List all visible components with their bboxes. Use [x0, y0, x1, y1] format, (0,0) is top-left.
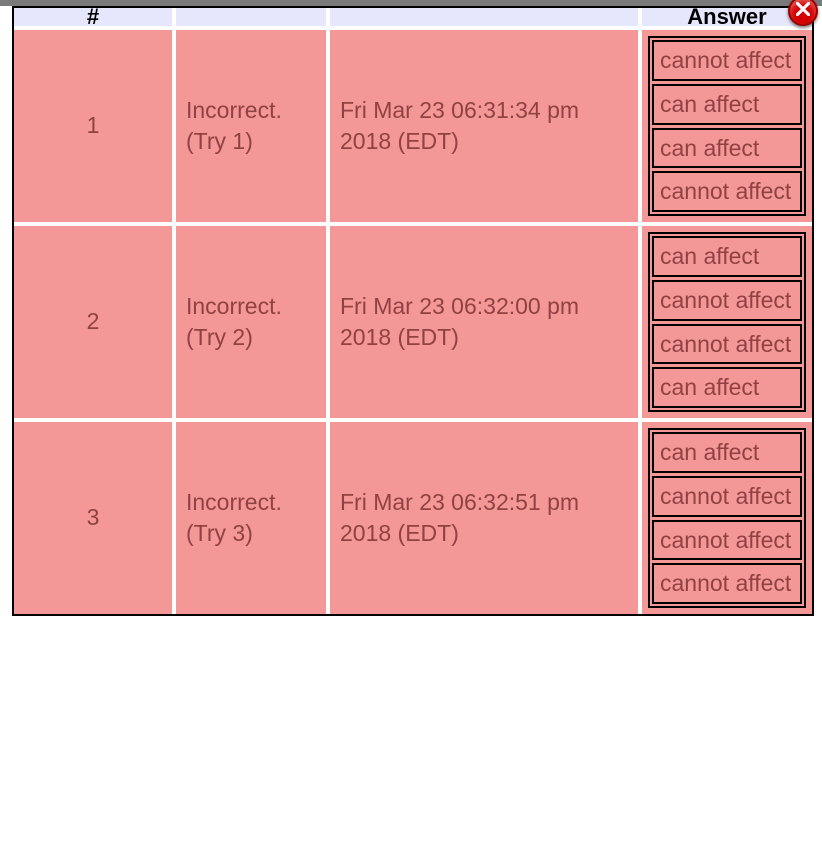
answer-item: can affect: [652, 84, 802, 125]
cell-answer: cannot affect can affect can affect cann…: [642, 30, 812, 222]
answer-item: can affect: [652, 432, 802, 473]
answer-item: can affect: [652, 367, 802, 408]
header-num: #: [14, 8, 176, 26]
table-row: 1 Incorrect. (Try 1) Fri Mar 23 06:31:34…: [14, 30, 812, 226]
answer-item: cannot affect: [652, 476, 802, 517]
answer-item: cannot affect: [652, 563, 802, 604]
answer-item: cannot affect: [652, 520, 802, 561]
cell-status: Incorrect. (Try 2): [176, 226, 330, 418]
answer-item: cannot affect: [652, 171, 802, 212]
cell-answer: can affect cannot affect cannot affect c…: [642, 226, 812, 418]
cell-status: Incorrect. (Try 3): [176, 422, 330, 614]
answer-item: can affect: [652, 128, 802, 169]
answer-item: cannot affect: [652, 324, 802, 365]
close-icon: [796, 2, 810, 21]
answer-group: can affect cannot affect cannot affect c…: [648, 232, 806, 412]
cell-date: Fri Mar 23 06:31:34 pm 2018 (EDT): [330, 30, 642, 222]
table-row: 3 Incorrect. (Try 3) Fri Mar 23 06:32:51…: [14, 422, 812, 614]
table-row: 2 Incorrect. (Try 2) Fri Mar 23 06:32:00…: [14, 226, 812, 422]
cell-num: 3: [14, 422, 176, 614]
answer-item: can affect: [652, 236, 802, 277]
answer-item: cannot affect: [652, 40, 802, 81]
table-header-row: # Answer: [14, 8, 812, 30]
cell-status: Incorrect. (Try 1): [176, 30, 330, 222]
answer-item: cannot affect: [652, 280, 802, 321]
cell-num: 1: [14, 30, 176, 222]
header-status: [176, 8, 330, 26]
header-date: [330, 8, 642, 26]
cell-num: 2: [14, 226, 176, 418]
close-button[interactable]: [788, 0, 818, 26]
header-answer: Answer: [642, 8, 812, 26]
answer-group: cannot affect can affect can affect cann…: [648, 36, 806, 216]
attempts-panel: # Answer 1 Incorrect. (Try 1) Fri Mar 23…: [12, 6, 814, 616]
cell-answer: can affect cannot affect cannot affect c…: [642, 422, 812, 614]
answer-group: can affect cannot affect cannot affect c…: [648, 428, 806, 608]
cell-date: Fri Mar 23 06:32:51 pm 2018 (EDT): [330, 422, 642, 614]
cell-date: Fri Mar 23 06:32:00 pm 2018 (EDT): [330, 226, 642, 418]
